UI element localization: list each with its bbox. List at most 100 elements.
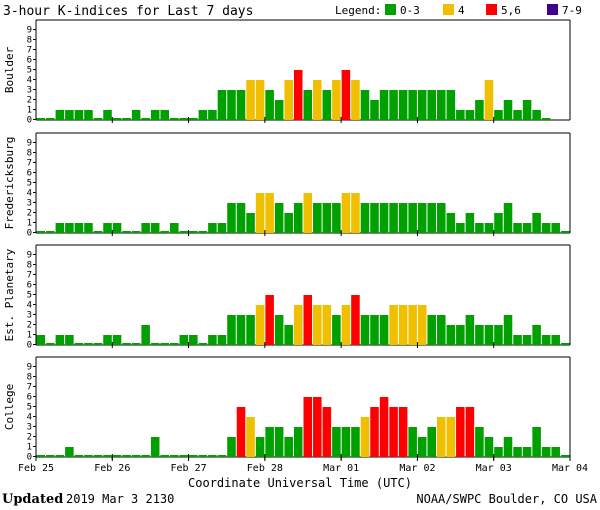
bar [437,203,446,233]
bar [513,335,522,345]
bar [560,231,570,233]
legend-item-red: 5,6 [501,4,521,17]
bar [208,335,217,345]
bar [313,80,322,120]
bar [446,417,456,457]
bar [513,223,522,233]
bar [284,325,293,345]
bar [236,315,246,345]
y-tick-label: 3 [27,86,32,96]
bar [417,203,427,233]
bar [84,223,93,233]
bar [427,427,436,457]
bar [303,193,313,233]
bar [484,437,494,457]
bar [65,223,74,233]
bar [437,90,446,120]
bar [303,90,313,120]
bar [456,223,465,233]
legend-item-green: 0-3 [400,4,420,17]
bar [522,100,532,120]
bar [179,455,189,457]
bar [551,335,560,345]
bar [293,70,303,120]
legend-swatch-yellow [443,4,454,15]
y-tick-label: 0 [27,453,32,463]
bar [475,223,484,233]
bar [189,455,198,457]
y-tick-label: 0 [27,341,32,351]
bar [284,213,293,233]
bar [150,343,160,345]
bar [65,447,74,457]
bar [217,90,227,120]
bar [341,70,351,120]
bar [236,90,246,120]
bar [36,231,46,233]
bar [417,90,427,120]
bar [227,315,236,345]
y-tick-label: 7 [27,271,32,281]
bar [360,203,370,233]
bar [274,100,284,120]
bar [427,203,436,233]
bar [179,335,189,345]
y-tick-label: 9 [27,26,32,36]
y-tick-label: 5 [27,403,32,413]
bar [274,315,284,345]
x-tick-label: Mar 01 [323,463,359,474]
bar [84,110,93,120]
bar [293,203,303,233]
bar [322,407,332,457]
bar [131,110,141,120]
bar [456,407,465,457]
bar [370,315,379,345]
bar [503,100,513,120]
bar [208,455,217,457]
y-tick-label: 1 [27,106,32,116]
bar [236,407,246,457]
x-tick-label: Feb 26 [94,463,130,474]
bar [417,437,427,457]
y-tick-label: 8 [27,261,32,271]
bar [503,315,513,345]
bar [170,223,179,233]
y-tick-label: 8 [27,36,32,46]
legend-item-yellow: 4 [458,4,465,17]
bar [55,455,65,457]
bar [417,305,427,345]
bar [198,343,208,345]
bar [532,110,541,120]
bar [494,447,503,457]
bar [541,447,551,457]
bar [122,455,131,457]
bar [503,203,513,233]
bar [55,223,65,233]
bar [522,447,532,457]
bar [560,455,570,457]
bar [93,455,103,457]
y-tick-label: 4 [27,301,32,311]
bar [398,407,408,457]
bar [141,118,150,120]
bar [74,110,84,120]
bar [255,80,265,120]
bar [513,110,522,120]
y-tick-label: 6 [27,56,32,66]
bar [160,343,169,345]
bar [408,427,417,457]
bar [456,110,465,120]
bar [217,455,227,457]
bar [103,455,112,457]
bar [408,203,417,233]
bar [379,397,389,457]
bar [189,335,198,345]
bar [541,223,551,233]
y-tick-label: 2 [27,433,32,443]
bar [360,315,370,345]
bar [46,455,55,457]
bar [255,305,265,345]
